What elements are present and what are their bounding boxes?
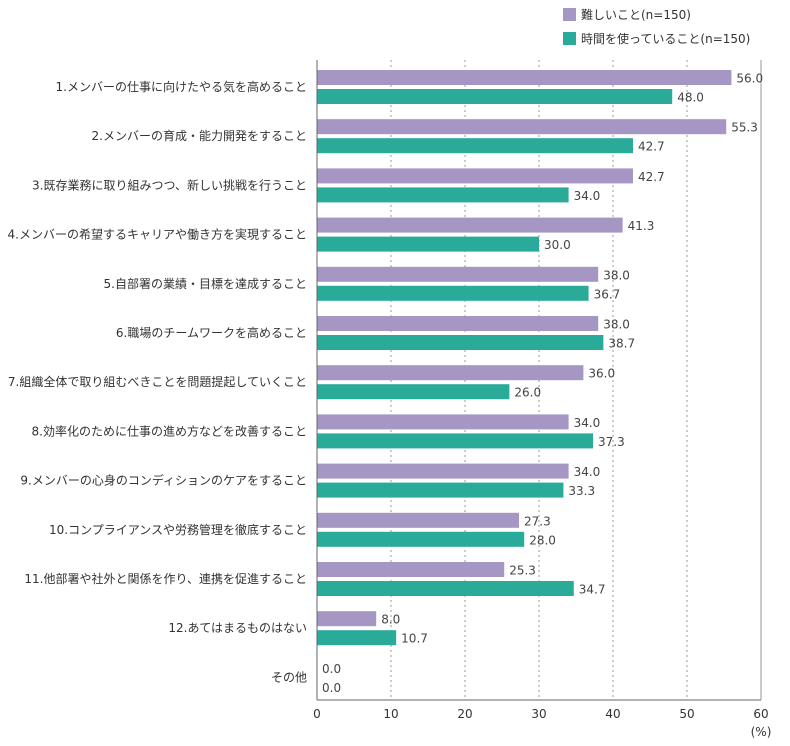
value-label: 27.3 (524, 514, 551, 528)
bar-time-spent (317, 236, 539, 252)
bar-difficult (317, 266, 599, 282)
value-label: 36.0 (588, 367, 615, 381)
x-tick-label: 30 (531, 707, 546, 721)
value-label: 28.0 (529, 533, 556, 547)
bar-difficult (317, 168, 633, 184)
category-label: 8.効率化のために仕事の進め方などを改善すること (32, 423, 307, 438)
x-tick-label: 0 (313, 707, 321, 721)
category-label: 10.コンプライアンスや労務管理を徹底すること (49, 522, 307, 537)
value-label: 42.7 (638, 170, 665, 184)
category-labels: 1.メンバーの仕事に向けたやる気を高めること 2.メンバーの育成・能力開発をするこ… (8, 79, 307, 684)
value-label: 34.7 (579, 583, 606, 597)
value-label: 48.0 (677, 91, 704, 105)
category-label: 2.メンバーの育成・能力開発をすること (92, 128, 307, 143)
bars: 56.0 48.0 55.3 42.7 42.7 34.0 41.3 30.0 38.0 36.7… (317, 70, 763, 695)
category-label: 12.あてはまるものはない (168, 621, 307, 635)
legend-label: 時間を使っていること(n=150) (581, 31, 750, 46)
x-axis-unit: (%) (751, 725, 772, 739)
legend-swatch (563, 8, 576, 21)
value-label: 10.7 (401, 632, 428, 646)
legend-swatch (563, 32, 576, 45)
value-label: 30.0 (544, 238, 571, 252)
value-label: 34.0 (574, 416, 601, 430)
value-label: 41.3 (628, 219, 655, 233)
value-label: 26.0 (514, 386, 541, 400)
bar-time-spent (317, 138, 633, 154)
value-label: 25.3 (509, 564, 536, 578)
category-label: 11.他部署や社外と関係を作り、連携を促進すること (24, 571, 307, 586)
bar-time-spent (317, 630, 397, 646)
bar-time-spent (317, 482, 564, 498)
value-label: 34.0 (574, 189, 601, 203)
bar-difficult (317, 70, 732, 85)
bar-time-spent (317, 433, 594, 449)
x-tick-label: 10 (383, 707, 398, 721)
value-label: 34.0 (574, 465, 601, 479)
x-tick-label: 40 (605, 707, 620, 721)
value-label: 38.0 (603, 318, 630, 332)
bar-difficult (317, 611, 377, 627)
bar-time-spent (317, 581, 574, 596)
value-label: 37.3 (598, 435, 625, 449)
value-label: 38.0 (603, 268, 630, 282)
category-label: 7.組織全体で取り組むべきことを問題提起していくこと (8, 374, 307, 389)
bar-difficult (317, 316, 599, 331)
value-label: 8.0 (381, 613, 400, 627)
bar-time-spent (317, 187, 569, 203)
bar-difficult (317, 365, 584, 381)
value-label: 55.3 (731, 121, 758, 135)
category-label: その他 (271, 670, 307, 684)
bar-time-spent (317, 89, 673, 104)
bar-time-spent (317, 285, 589, 301)
legend-label: 難しいこと(n=150) (581, 7, 691, 22)
bar-time-spent (317, 531, 525, 547)
bar-difficult (317, 562, 505, 577)
value-label: 0.0 (322, 662, 341, 676)
category-label: 6.職場のチームワークを高めること (116, 325, 307, 340)
value-label: 56.0 (736, 72, 763, 86)
x-tick-label: 50 (679, 707, 694, 721)
bar-difficult (317, 119, 727, 135)
x-tick-label: 60 (753, 707, 768, 721)
bar-difficult (317, 463, 569, 479)
category-label: 1.メンバーの仕事に向けたやる気を高めること (56, 79, 307, 94)
value-label: 38.7 (608, 337, 635, 351)
x-tick-label: 20 (457, 707, 472, 721)
axes: 0 10 20 30 40 50 60 (%) (313, 60, 771, 739)
category-label: 5.自部署の業績・目標を達成すること (104, 276, 307, 291)
value-label: 42.7 (638, 140, 665, 154)
value-label: 33.3 (568, 484, 595, 498)
category-label: 4.メンバーの希望するキャリアや働き方を実現すること (8, 227, 307, 242)
bar-difficult (317, 414, 569, 430)
bar-time-spent (317, 335, 604, 350)
category-label: 3.既存業務に取り組みつつ、新しい挑戦を行うこと (32, 177, 307, 192)
value-label: 36.7 (594, 287, 621, 301)
bar-time-spent (317, 384, 510, 400)
category-label: 9.メンバーの心身のコンディションのケアをすること (20, 473, 307, 488)
legend: 難しいこと(n=150) 時間を使っていること(n=150) (563, 7, 750, 46)
bar-difficult (317, 512, 520, 528)
bar-difficult (317, 217, 623, 233)
value-label: 0.0 (322, 681, 341, 695)
